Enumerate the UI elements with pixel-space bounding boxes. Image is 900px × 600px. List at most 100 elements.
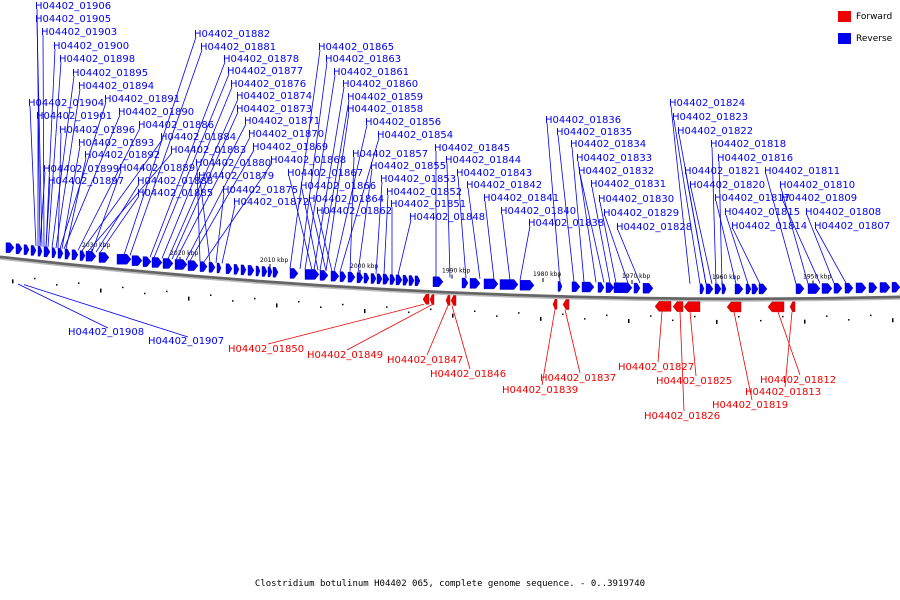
scale-dot — [584, 318, 586, 320]
reverse-leader-line — [357, 168, 373, 273]
reverse-leader-line — [57, 132, 62, 249]
reverse-gene-arrow — [469, 278, 481, 289]
reverse-gene-arrow — [162, 258, 174, 269]
legend-reverse: Reverse — [838, 31, 892, 46]
scale-dot — [364, 309, 366, 314]
scale-dot — [408, 311, 410, 313]
reverse-gene-label: H04402_01851 — [390, 199, 466, 210]
reverse-gene-arrow — [116, 254, 132, 265]
reverse-gene-label: H04402_01870 — [248, 129, 324, 140]
scale-dot — [12, 279, 14, 284]
scale-dot — [518, 312, 520, 314]
reverse-gene-arrow — [319, 270, 329, 281]
reverse-gene-label: H04402_01832 — [578, 166, 654, 177]
forward-gene-arrow — [450, 295, 457, 306]
reverse-gene-label: H04402_01838 — [528, 218, 604, 229]
forward-gene-arrow — [445, 295, 451, 306]
reverse-gene-label: H04402_01893 — [78, 138, 154, 149]
reverse-gene-label: H04402_01844 — [445, 155, 521, 166]
reverse-leader-line — [304, 74, 336, 270]
reverse-gene-label: H04402_01877 — [227, 66, 303, 77]
scale-dot — [78, 282, 80, 284]
forward-gene-label: H04402_01812 — [760, 375, 836, 386]
reverse-gene-arrow — [699, 283, 705, 295]
scale-dot — [34, 277, 36, 280]
forward-gene-label: H04402_01846 — [430, 369, 506, 380]
reverse-gene-arrow — [51, 247, 57, 258]
scale-ticks: 2030 kbp 2020 kbp 2010 kbp 2000 kbp 1990 kbp… — [12, 242, 894, 324]
scale-tick-label: 2030 kbp — [82, 242, 110, 249]
scale-dot — [650, 315, 652, 317]
reverse-gene-label: H04402_01830 — [598, 194, 674, 205]
reverse-gene-label: H04402_01836 — [545, 115, 621, 126]
reverse-gene-label: H04402_01814 — [731, 221, 807, 232]
forward-leader-line — [657, 311, 663, 363]
reverse-gene-arrow — [142, 256, 152, 267]
scale-dot — [694, 315, 696, 318]
scale-tick-label: 1990 kbp — [442, 268, 470, 275]
reverse-gene-arrow — [187, 260, 199, 271]
forward-gene-label: H04402_01813 — [745, 387, 821, 398]
reverse-leader-line — [617, 229, 641, 284]
reverse-gene-label: H04402_01859 — [347, 92, 423, 103]
reverse-leader-line — [45, 48, 56, 248]
scale-dot — [892, 318, 894, 323]
reverse-leader-line — [149, 61, 226, 258]
forward-leader-line — [451, 305, 471, 370]
reverse-leader-line — [299, 61, 328, 270]
reverse-gene-arrow — [581, 281, 595, 293]
reverse-gene-label: H04402_01808 — [805, 207, 881, 218]
reverse-gene-arrow — [71, 249, 79, 260]
forward-leader-line — [346, 304, 433, 351]
reverse-gene-arrow — [30, 245, 37, 256]
reverse-gene-arrow — [57, 248, 64, 259]
forward-gene-arrow — [429, 294, 435, 305]
reverse-leader-line — [215, 192, 225, 263]
reverse-leader-line — [557, 134, 575, 282]
scale-dot — [540, 316, 542, 321]
reverse-gene-arrow — [499, 279, 519, 290]
scale-dot — [298, 300, 300, 303]
reverse-leader-line — [732, 228, 761, 285]
reverse-gene-arrow — [267, 266, 273, 278]
reverse-leader-line — [153, 73, 230, 258]
reverse-leader-line — [42, 34, 45, 247]
reverse-gene-arrow — [261, 266, 268, 277]
reverse-leader-line — [546, 122, 561, 282]
reverse-leader-line — [63, 114, 121, 250]
reverse-gene-label: H04402_01895 — [72, 68, 148, 79]
reverse-gene-arrow — [571, 281, 581, 292]
reverse-gene-arrow — [37, 245, 43, 257]
reverse-gene-arrow — [382, 273, 390, 285]
reverse-gene-arrow — [432, 276, 444, 287]
reverse-leader-line — [196, 165, 201, 262]
forward-leader-line — [426, 305, 449, 356]
reverse-gene-label: H04402_01898 — [59, 54, 135, 65]
reverse-leader-line — [309, 201, 327, 271]
reverse-gene-arrow — [199, 261, 208, 272]
scale-tick-label: 1980 kbp — [533, 271, 561, 278]
forward-gene-arrow — [683, 301, 701, 312]
reverse-gene-label: H04402_01889 — [119, 163, 195, 174]
scale-tick-label: 2000 kbp — [350, 263, 378, 270]
reverse-gene-arrow — [597, 282, 605, 293]
scale-dot — [606, 314, 608, 317]
scale-dot — [100, 288, 102, 293]
reverse-gene-arrow — [339, 271, 347, 282]
reverse-gene-arrow — [330, 270, 340, 282]
forward-gene-label: H04402_01847 — [387, 355, 463, 366]
forward-leader-line — [541, 309, 556, 386]
reverse-gene-label: H04402_01852 — [386, 187, 462, 198]
reverse-gene-arrow — [633, 282, 641, 294]
forward-swatch — [838, 11, 851, 22]
reverse-gene-arrow — [613, 282, 633, 293]
reverse-gene-arrow — [289, 268, 299, 279]
reverse-gene-arrow — [304, 269, 320, 280]
reverse-gene-label: H04402_01857 — [352, 149, 428, 160]
forward-gene-label: H04402_01826 — [644, 411, 720, 422]
forward-gene-arrow — [552, 299, 558, 310]
forward-gene-arrow — [654, 301, 672, 312]
reverse-gene-arrow — [714, 283, 722, 295]
reverse-gene-label: H04402_01843 — [456, 168, 532, 179]
